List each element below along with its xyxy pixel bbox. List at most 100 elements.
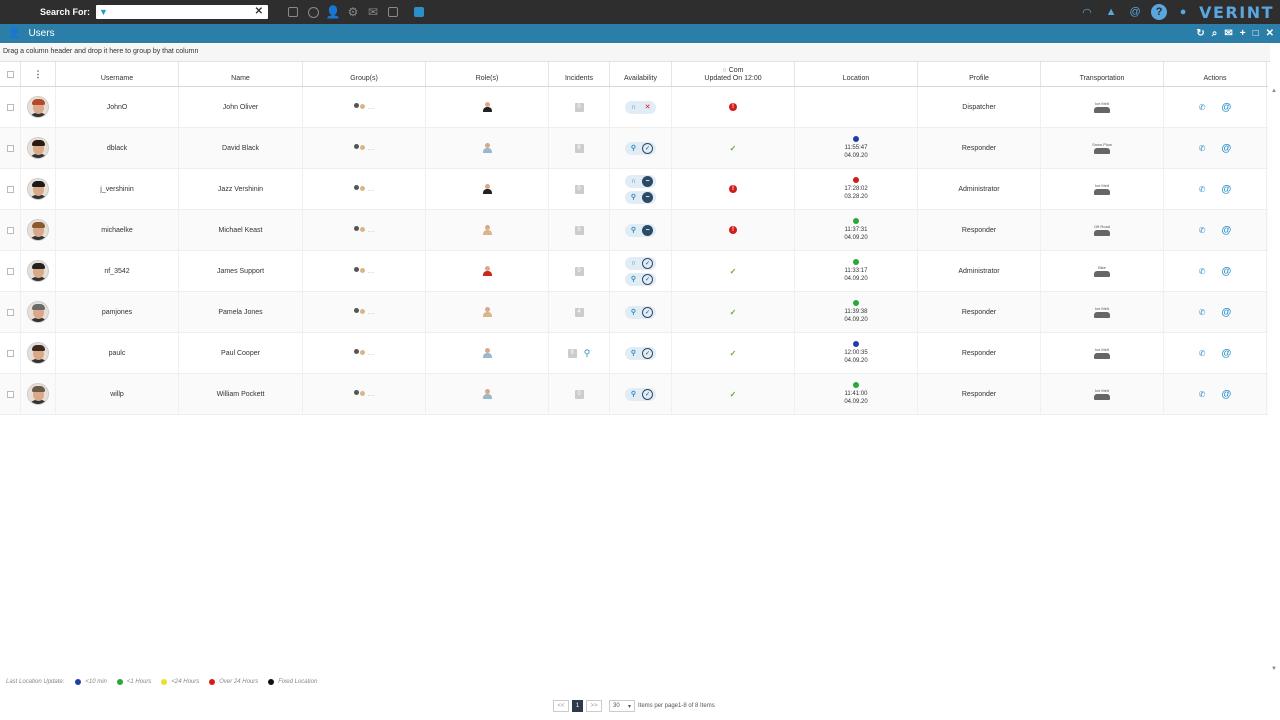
email-icon[interactable]: @ — [1221, 142, 1232, 154]
col-name[interactable]: Name — [179, 62, 303, 86]
vehicle-icon[interactable]: Ice Melt — [1094, 388, 1110, 400]
col-groups[interactable]: Group(s) — [303, 62, 426, 86]
username-cell[interactable]: willp — [56, 374, 179, 414]
availability-pill[interactable]: ∩ ✓ — [625, 256, 656, 270]
col-roles[interactable]: Role(s) — [426, 62, 549, 86]
profile-cell[interactable]: Responder — [918, 128, 1041, 168]
email-icon[interactable]: @ — [1221, 183, 1232, 195]
maximize-icon[interactable]: □ — [1252, 28, 1259, 39]
username-cell[interactable]: michaelke — [56, 210, 179, 250]
name-cell[interactable]: Pamela Jones — [179, 292, 303, 332]
groups-cell[interactable]: … — [303, 210, 426, 250]
vehicle-icon[interactable]: Ice Melt — [1094, 347, 1110, 359]
row-checkbox[interactable] — [6, 267, 14, 275]
search-icon[interactable]: ⌕ — [1211, 28, 1218, 39]
profile-cell[interactable]: Administrator — [918, 251, 1041, 291]
phone-icon[interactable]: ✆ — [1198, 266, 1206, 276]
table-row[interactable]: willp William Pockett … 0 ⚲ ✓ ✓ 11:41:00 … — [0, 374, 1268, 415]
username-cell[interactable]: nf_3542 — [56, 251, 179, 291]
availability-pill[interactable]: ∩ − — [625, 174, 656, 188]
group-by-bar[interactable]: Drag a column header and drop it here to… — [0, 44, 1270, 62]
users-icon[interactable]: 👤 — [325, 5, 341, 19]
groups-cell[interactable]: … — [303, 333, 426, 373]
incidents-cell[interactable]: 0 — [549, 87, 610, 127]
at-icon[interactable]: @ — [1129, 6, 1141, 18]
vehicle-icon[interactable]: Snow Plow — [1092, 142, 1112, 154]
username-cell[interactable]: paulc — [56, 333, 179, 373]
table-row[interactable]: j_vershinin Jazz Vershinin … 0 ∩ − ⚲ − ! 17… — [0, 169, 1268, 210]
avatar[interactable] — [27, 219, 49, 241]
name-cell[interactable]: Michael Keast — [179, 210, 303, 250]
col-comm[interactable]: ○ Com Updated On 12:00 — [672, 62, 795, 86]
roles-cell[interactable] — [426, 210, 549, 250]
availability-pill[interactable]: ⚲ ✓ — [625, 272, 656, 286]
groups-cell[interactable]: … — [303, 251, 426, 291]
table-row[interactable]: michaelke Michael Keast … 5 ⚲ − ! 11:37:3… — [0, 210, 1268, 251]
location-info[interactable]: 12:00:35 04.09.20 — [844, 341, 868, 365]
prev-page-button[interactable]: << — [553, 700, 569, 712]
vertical-scrollbar[interactable]: ▲ ▼ — [1268, 62, 1280, 674]
name-cell[interactable]: James Support — [179, 251, 303, 291]
wifi-icon[interactable]: ◠ — [1082, 6, 1092, 19]
name-cell[interactable]: David Black — [179, 128, 303, 168]
username-cell[interactable]: JohnO — [56, 87, 179, 127]
incidents-cell[interactable]: 0 — [549, 169, 610, 209]
email-icon[interactable]: @ — [1221, 347, 1232, 359]
username-cell[interactable]: j_vershinin — [56, 169, 179, 209]
profile-cell[interactable]: Dispatcher — [918, 87, 1041, 127]
avatar[interactable] — [27, 301, 49, 323]
vehicle-icon[interactable]: Ice Melt — [1094, 101, 1110, 113]
groups-cell[interactable]: … — [303, 374, 426, 414]
table-row[interactable]: JohnO John Oliver … 0 ∩ ✕ ! Dispatcher Ic… — [0, 87, 1268, 128]
availability-pill[interactable]: ∩ ✕ — [625, 100, 656, 114]
row-checkbox[interactable] — [6, 390, 14, 398]
help-icon[interactable]: ? — [1151, 4, 1168, 20]
phone-icon[interactable]: ✆ — [1198, 225, 1206, 235]
mail-icon[interactable]: ✉ — [367, 5, 379, 19]
document-icon[interactable] — [386, 5, 400, 19]
location-info[interactable]: 11:37:31 04.09.20 — [844, 218, 868, 242]
filter-icon[interactable]: ▼ — [99, 7, 108, 17]
close-icon[interactable]: ✕ — [1265, 28, 1274, 39]
scroll-down-icon[interactable]: ▼ — [1271, 666, 1277, 672]
row-checkbox[interactable] — [6, 185, 14, 193]
groups-cell[interactable]: … — [303, 87, 426, 127]
clear-icon[interactable]: ✕ — [254, 6, 264, 17]
incidents-cell[interactable]: 9 ⚲ — [549, 333, 610, 373]
radar-icon[interactable] — [306, 5, 320, 19]
incidents-cell[interactable]: 6 — [549, 128, 610, 168]
availability-pill[interactable]: ⚲ ✓ — [625, 305, 656, 319]
col-profile[interactable]: Profile — [918, 62, 1041, 86]
avatar[interactable] — [27, 137, 49, 159]
table-row[interactable]: nf_3542 James Support … 0 ∩ ✓ ⚲ ✓ ✓ 11:33:1… — [0, 251, 1268, 292]
vehicle-icon[interactable]: Ice Melt — [1094, 183, 1110, 195]
phone-icon[interactable]: ✆ — [1198, 307, 1206, 317]
location-info[interactable]: 11:39:38 04.09.20 — [844, 300, 868, 324]
email-icon[interactable]: @ — [1221, 265, 1232, 277]
col-username[interactable]: Username — [56, 62, 179, 86]
roles-cell[interactable] — [426, 251, 549, 291]
row-checkbox[interactable] — [6, 349, 14, 357]
incidents-cell[interactable]: 0 — [549, 251, 610, 291]
row-checkbox[interactable] — [6, 144, 14, 152]
vehicle-icon[interactable]: Off Road — [1094, 224, 1110, 236]
refresh-icon[interactable]: ↻ — [1196, 28, 1205, 39]
phone-icon[interactable]: ✆ — [1198, 389, 1206, 399]
settings-icon[interactable]: ⚙ — [347, 5, 359, 19]
roles-cell[interactable] — [426, 374, 549, 414]
profile-cell[interactable]: Responder — [918, 210, 1041, 250]
profile-cell[interactable]: Responder — [918, 374, 1041, 414]
incidents-icon[interactable] — [286, 5, 300, 19]
name-cell[interactable]: John Oliver — [179, 87, 303, 127]
roles-cell[interactable] — [426, 169, 549, 209]
vehicle-icon[interactable]: Bike — [1094, 265, 1110, 277]
email-icon[interactable]: @ — [1221, 388, 1232, 400]
row-checkbox[interactable] — [6, 308, 14, 316]
phone-icon[interactable]: ✆ — [1198, 102, 1206, 112]
row-checkbox[interactable] — [6, 103, 14, 111]
col-availability[interactable]: Availability — [610, 62, 672, 86]
roles-cell[interactable] — [426, 128, 549, 168]
profile-cell[interactable]: Responder — [918, 333, 1041, 373]
next-page-button[interactable]: >> — [586, 700, 602, 712]
avatar[interactable] — [27, 383, 49, 405]
